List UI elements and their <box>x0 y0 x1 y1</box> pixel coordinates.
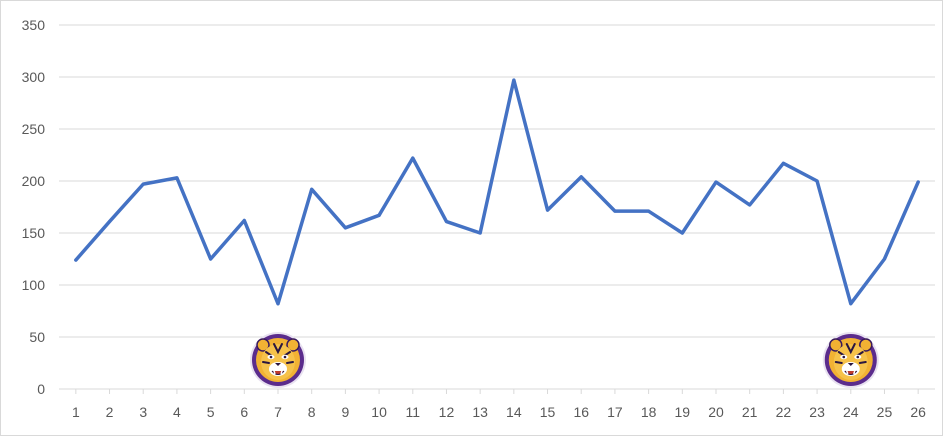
y-axis-tick-labels: 0 50 100 150 200 250 300 350 <box>22 17 46 397</box>
data-point <box>714 180 718 184</box>
data-point <box>680 231 684 235</box>
x-tick-label: 26 <box>910 404 926 420</box>
x-tick-label: 9 <box>341 404 349 420</box>
y-tick-label: 200 <box>22 173 46 189</box>
series-layer <box>74 78 920 306</box>
x-tick-label: 3 <box>139 404 147 420</box>
x-tick-label: 18 <box>641 404 657 420</box>
x-tick-label: 16 <box>573 404 589 420</box>
data-point <box>377 213 381 217</box>
y-tick-label: 350 <box>22 17 46 33</box>
data-points <box>74 78 920 306</box>
data-point <box>444 220 448 224</box>
y-tick-label: 250 <box>22 121 46 137</box>
y-tick-label: 150 <box>22 225 46 241</box>
data-point <box>478 231 482 235</box>
y-tick-label: 0 <box>37 381 45 397</box>
x-tick-label: 25 <box>877 404 893 420</box>
data-point <box>310 187 314 191</box>
data-point <box>175 176 179 180</box>
x-tick-label: 17 <box>607 404 623 420</box>
x-tick-label: 13 <box>472 404 488 420</box>
y-tick-label: 300 <box>22 69 46 85</box>
data-point <box>916 180 920 184</box>
data-point <box>108 220 112 224</box>
x-tick-label: 10 <box>371 404 387 420</box>
x-tick-label: 8 <box>308 404 316 420</box>
annotation-logos <box>250 332 879 388</box>
x-tick-label: 24 <box>843 404 859 420</box>
x-tick-label: 11 <box>405 404 420 420</box>
data-point <box>613 209 617 213</box>
series-line-0 <box>74 78 920 306</box>
x-tick-label: 7 <box>274 404 282 420</box>
tiger-logo-icon <box>250 332 306 388</box>
data-point <box>74 258 78 262</box>
data-point <box>141 182 145 186</box>
data-point <box>815 179 819 183</box>
x-tick-label: 23 <box>809 404 825 420</box>
x-tick-label: 6 <box>240 404 248 420</box>
gridlines <box>59 24 935 390</box>
y-tick-label: 50 <box>29 329 45 345</box>
x-tick-label: 4 <box>173 404 181 420</box>
x-tick-label: 22 <box>776 404 792 420</box>
data-point <box>882 257 886 261</box>
x-tick-label: 21 <box>742 404 758 420</box>
x-tick-label: 15 <box>540 404 556 420</box>
data-point <box>411 156 415 160</box>
data-point <box>849 302 853 306</box>
x-tick-label: 5 <box>207 404 215 420</box>
x-tick-label: 14 <box>506 404 522 420</box>
data-point <box>546 208 550 212</box>
x-tick-label: 2 <box>106 404 114 420</box>
data-point <box>276 302 280 306</box>
x-tick-label: 20 <box>708 404 724 420</box>
data-point <box>343 226 347 230</box>
x-tick-label: 12 <box>439 404 455 420</box>
data-point <box>748 203 752 207</box>
y-tick-label: 100 <box>22 277 46 293</box>
data-point <box>242 219 246 223</box>
x-axis-tick-labels: 1 2 3 4 5 6 7 8 9 10 11 12 13 14 15 16 17 18 19 20 21 22 23 24 2… <box>72 389 926 420</box>
data-point <box>209 257 213 261</box>
data-point <box>647 209 651 213</box>
data-point <box>579 175 583 179</box>
data-point <box>512 78 516 82</box>
data-point <box>781 161 785 165</box>
x-tick-label: 1 <box>72 404 80 420</box>
x-tick-label: 19 <box>675 404 691 420</box>
tiger-logo-icon <box>822 332 879 388</box>
